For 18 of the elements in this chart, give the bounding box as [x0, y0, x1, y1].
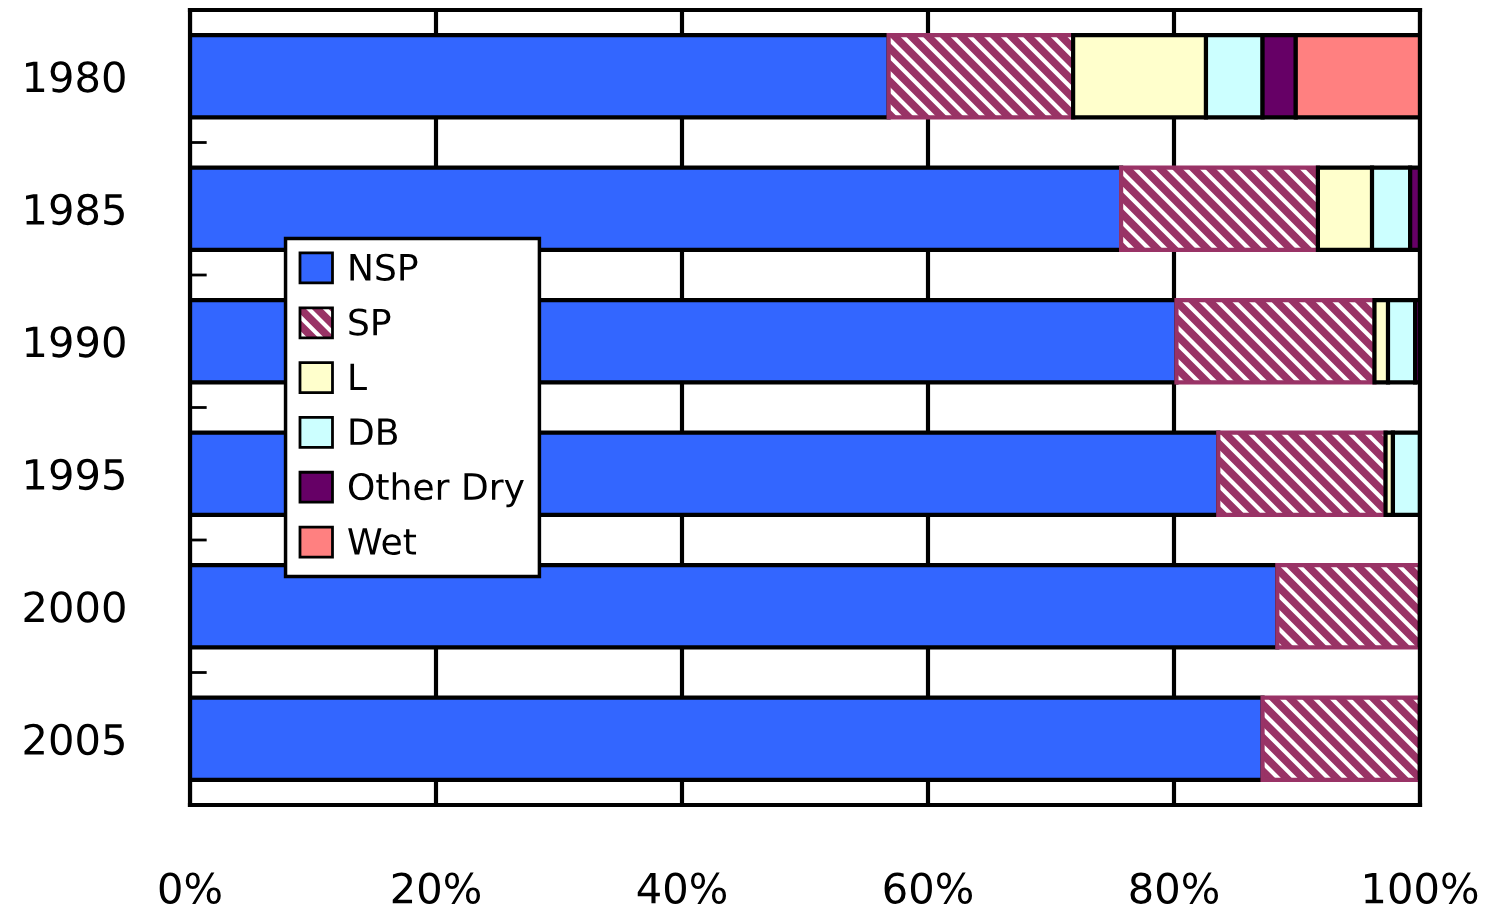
legend-label: DB: [350, 418, 397, 445]
x-tick-label: 20%: [392, 872, 481, 904]
y-tick-label: 1995: [26, 458, 124, 491]
legend-label: L: [350, 363, 367, 391]
legend-label: Other Dry: [348, 472, 524, 508]
legend-label: Wet: [348, 528, 417, 556]
y-tick-label: 1990: [26, 326, 125, 358]
legend-label: SP: [349, 308, 391, 336]
x-tick-label: 40%: [637, 872, 727, 904]
x-tick-label: 0%: [159, 872, 221, 904]
x-tick-label: 100%: [1365, 872, 1478, 904]
x-tick-label: 80%: [1130, 872, 1219, 904]
legend-label: NSP: [350, 253, 418, 281]
y-tick-label: 2000: [24, 591, 125, 623]
y-tick-label: 2005: [24, 723, 124, 756]
y-tick-label: 1980: [26, 61, 125, 93]
y-tick-label: 1985: [26, 193, 124, 226]
x-tick-label: 60%: [884, 872, 973, 904]
